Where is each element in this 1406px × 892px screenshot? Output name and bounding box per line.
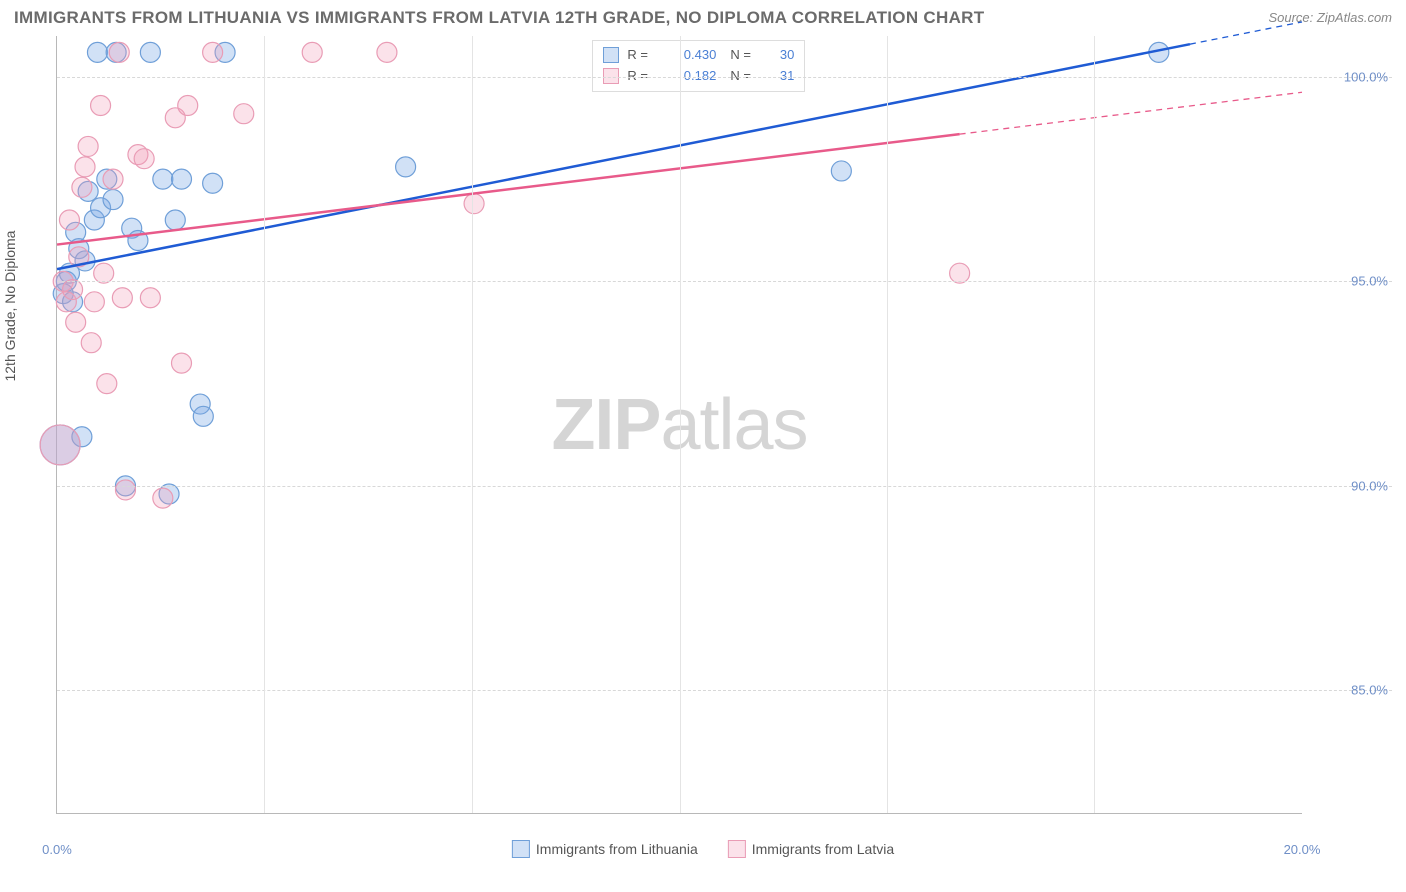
scatter-point: [75, 157, 95, 177]
scatter-point: [94, 263, 114, 283]
scatter-point: [109, 42, 129, 62]
scatter-point: [172, 169, 192, 189]
gridline-h: [57, 77, 1392, 78]
scatter-point: [72, 177, 92, 197]
scatter-point: [203, 42, 223, 62]
scatter-point: [91, 96, 111, 116]
scatter-point: [97, 374, 117, 394]
scatter-point: [140, 42, 160, 62]
stat-value-n: 30: [764, 45, 794, 66]
stat-label-r: R =: [627, 45, 657, 66]
stats-legend-row: R =0.430 N =30: [603, 45, 794, 66]
legend-label: Immigrants from Latvia: [752, 841, 894, 857]
gridline-h: [57, 690, 1392, 691]
scatter-point: [153, 169, 173, 189]
scatter-point: [464, 194, 484, 214]
ytick-label: 95.0%: [1351, 274, 1388, 289]
legend-item: Immigrants from Lithuania: [512, 840, 698, 858]
scatter-point: [178, 96, 198, 116]
legend-label: Immigrants from Lithuania: [536, 841, 698, 857]
scatter-point: [66, 312, 86, 332]
chart-title: IMMIGRANTS FROM LITHUANIA VS IMMIGRANTS …: [14, 8, 984, 28]
scatter-point: [81, 333, 101, 353]
scatter-point: [396, 157, 416, 177]
legend-swatch: [728, 840, 746, 858]
ytick-label: 90.0%: [1351, 478, 1388, 493]
series-legend: Immigrants from Lithuania Immigrants from…: [512, 840, 894, 858]
scatter-point: [203, 173, 223, 193]
scatter-point: [103, 169, 123, 189]
gridline-h: [57, 281, 1392, 282]
gridline-v: [264, 36, 265, 813]
scatter-point: [172, 353, 192, 373]
scatter-point: [103, 190, 123, 210]
gridline-v: [472, 36, 473, 813]
scatter-point: [193, 406, 213, 426]
chart-area: 12th Grade, No Diploma ZIPatlas R =0.430…: [14, 36, 1392, 862]
scatter-point: [112, 288, 132, 308]
stat-label-n: N =: [730, 45, 760, 66]
scatter-point: [377, 42, 397, 62]
scatter-point: [78, 136, 98, 156]
plot-region: ZIPatlas R =0.430N =30R =0.182N =31 85.0…: [56, 36, 1302, 814]
scatter-point: [831, 161, 851, 181]
scatter-point: [134, 149, 154, 169]
ytick-label: 100.0%: [1344, 69, 1388, 84]
scatter-point: [302, 42, 322, 62]
legend-item: Immigrants from Latvia: [728, 840, 894, 858]
chart-source: Source: ZipAtlas.com: [1268, 8, 1392, 25]
xtick-label: 0.0%: [42, 842, 72, 857]
scatter-point: [115, 480, 135, 500]
legend-swatch: [512, 840, 530, 858]
stat-value-r: 0.430: [661, 45, 716, 66]
y-axis-label: 12th Grade, No Diploma: [2, 231, 18, 382]
ytick-label: 85.0%: [1351, 683, 1388, 698]
scatter-point: [63, 280, 83, 300]
scatter-point-large: [40, 425, 80, 465]
scatter-point: [84, 292, 104, 312]
scatter-point: [950, 263, 970, 283]
legend-swatch: [603, 47, 619, 63]
scatter-point: [165, 210, 185, 230]
gridline-h: [57, 486, 1392, 487]
gridline-v: [1094, 36, 1095, 813]
scatter-point: [234, 104, 254, 124]
scatter-point: [140, 288, 160, 308]
trend-line-extension: [960, 92, 1302, 134]
scatter-point: [87, 42, 107, 62]
scatter-point: [153, 488, 173, 508]
chart-header: IMMIGRANTS FROM LITHUANIA VS IMMIGRANTS …: [0, 0, 1406, 28]
stats-legend: R =0.430N =30R =0.182N =31: [592, 40, 805, 92]
gridline-v: [680, 36, 681, 813]
xtick-label: 20.0%: [1284, 842, 1321, 857]
scatter-point: [59, 210, 79, 230]
gridline-v: [887, 36, 888, 813]
trend-line: [57, 134, 960, 244]
